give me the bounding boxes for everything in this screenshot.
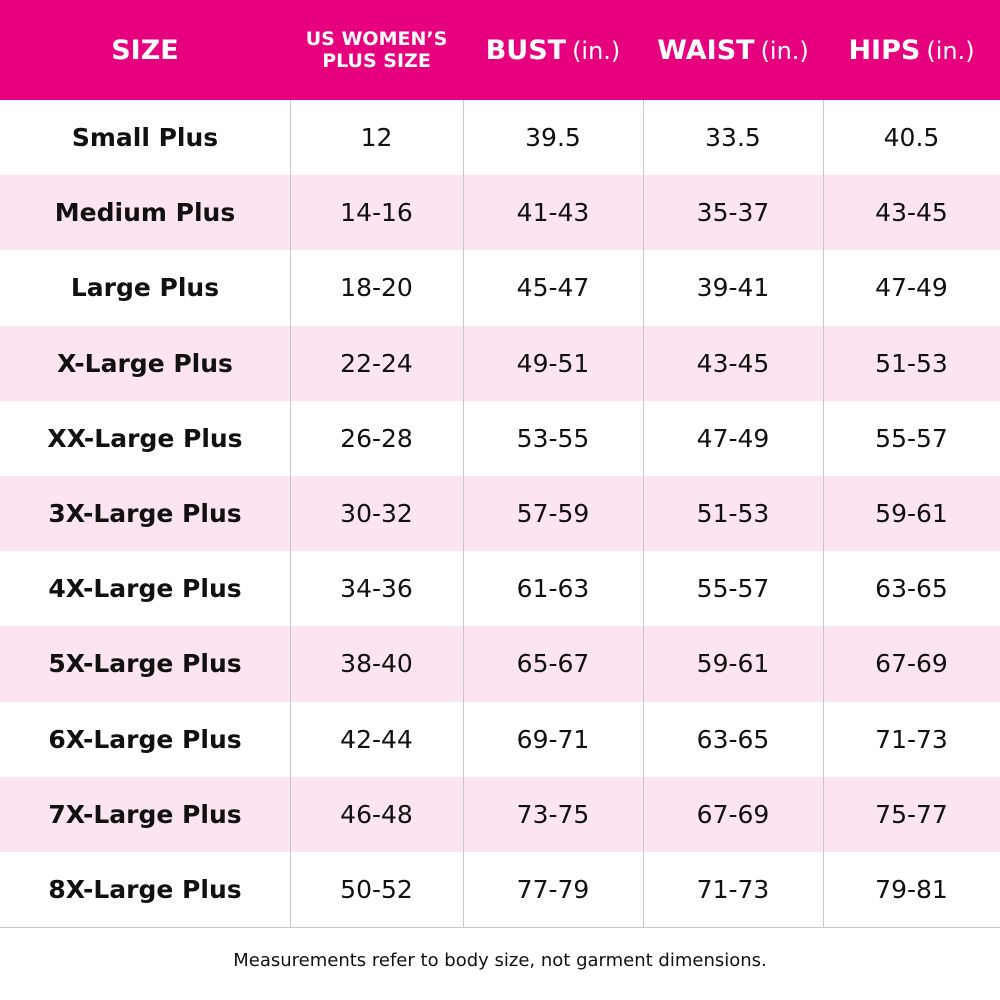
measurement: 59-61 [875,499,948,529]
measurement: 43-45 [696,348,770,378]
measurement: 42-44 [340,724,413,754]
measurement: 63-65 [696,724,770,754]
measurement: 43-45 [875,198,948,228]
header-line: WAIST (in.) [657,35,809,66]
size-name: Medium Plus [54,198,236,228]
size-name: 4X-Large Plus [48,574,242,604]
header-text: SIZE [111,34,179,66]
measurement: 33.5 [705,123,761,153]
column-divider [290,100,291,928]
header-cell: SIZE [0,0,290,100]
row-background [0,325,1000,401]
measurement: 38-40 [340,649,413,679]
measurement: 71-73 [696,875,770,905]
column-divider [463,100,464,928]
measurement: 46-48 [340,799,413,829]
measurement: 73-75 [516,799,590,829]
size-name: Small Plus [71,123,219,153]
measurement: 35-37 [696,198,770,228]
measurement: 12 [360,123,393,153]
measurement: 26-28 [340,423,413,453]
measurement: 75-77 [875,799,948,829]
row-background [0,100,1000,176]
row-background [0,175,1000,251]
header-unit: (in.) [926,36,975,65]
size-name: 5X-Large Plus [48,649,242,679]
header-unit: (in.) [572,36,621,65]
measurement: 65-67 [516,649,590,679]
size-name: 6X-Large Plus [48,724,242,754]
measurement: 49-51 [516,348,590,378]
measurement: 53-55 [516,423,590,453]
measurement: 47-49 [875,273,948,303]
measurement: 67-69 [696,799,770,829]
measurement: 39-41 [696,273,770,303]
row-background [0,551,1000,627]
size-name: X-Large Plus [57,348,233,378]
measurement: 63-65 [875,574,948,604]
measurement: 51-53 [875,348,948,378]
row-background [0,852,1000,928]
header-cell: US WOMEN’S PLUS SIZE [290,0,463,100]
measurement: 59-61 [696,649,770,679]
row-background [0,776,1000,852]
header-line: BUST (in.) [486,35,621,66]
header-cell: HIPS (in.) [823,0,1000,100]
header-text: US WOMEN’S [305,28,448,50]
header-text: WAIST [657,34,755,66]
size-name: 7X-Large Plus [48,799,242,829]
measurement: 50-52 [340,875,413,905]
measurement: 79-81 [875,875,948,905]
row-background [0,400,1000,476]
measurement: 51-53 [696,499,770,529]
header-line: HIPS (in.) [848,35,974,66]
measurement: 39.5 [525,123,581,153]
header-unit: (in.) [760,36,809,65]
size-name: 8X-Large Plus [48,875,242,905]
header-cell: WAIST (in.) [643,0,823,100]
measurement: 67-69 [875,649,948,679]
row-background [0,476,1000,552]
header-text: PLUS SIZE [322,50,431,72]
measurement: 41-43 [516,198,590,228]
header-bar [0,0,1000,100]
measurement: 55-57 [696,574,770,604]
measurement: 40.5 [883,123,940,153]
row-background [0,626,1000,702]
measurement: 18-20 [340,273,413,303]
measurement: 45-47 [516,273,590,303]
header-text: HIPS [848,34,921,66]
size-name: Large Plus [70,273,220,303]
measurement: 47-49 [696,423,770,453]
measurement: 55-57 [875,423,948,453]
measurement: 61-63 [516,574,590,604]
measurement: 57-59 [516,499,590,529]
measurement: 71-73 [875,724,948,754]
measurement: 30-32 [340,499,413,529]
measurement: 34-36 [340,574,413,604]
measurement: 69-71 [516,724,590,754]
header-text: BUST [485,34,567,66]
row-background [0,250,1000,326]
size-name: 3X-Large Plus [48,499,242,529]
footnote: Measurements refer to body size, not gar… [233,950,767,971]
measurement: 77-79 [516,875,590,905]
size-name: XX-Large Plus [47,423,243,453]
header-cell: BUST (in.) [463,0,643,100]
bottom-border [0,927,1000,929]
measurement: 14-16 [340,198,413,228]
row-background [0,701,1000,777]
column-divider [643,100,644,928]
column-divider [823,100,824,928]
measurement: 22-24 [340,348,413,378]
